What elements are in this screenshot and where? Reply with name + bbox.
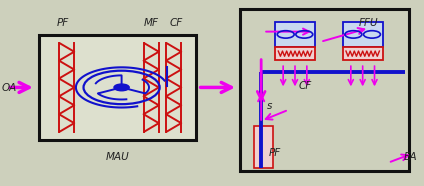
Bar <box>275 46 315 60</box>
Text: s: s <box>267 101 272 111</box>
Text: PF: PF <box>56 18 69 28</box>
Text: OA: OA <box>2 83 17 93</box>
Bar <box>343 46 383 60</box>
Text: MF: MF <box>144 18 159 28</box>
Bar <box>39 35 195 140</box>
Text: CF: CF <box>170 18 183 28</box>
Text: CF: CF <box>298 81 311 91</box>
Text: EA: EA <box>404 152 417 162</box>
Bar <box>275 22 315 46</box>
Bar <box>343 22 383 46</box>
Text: FFU: FFU <box>359 18 379 28</box>
Bar <box>240 9 409 171</box>
Bar <box>254 126 273 168</box>
Text: PF: PF <box>269 147 281 158</box>
Text: MAU: MAU <box>106 152 129 162</box>
Circle shape <box>114 84 129 91</box>
